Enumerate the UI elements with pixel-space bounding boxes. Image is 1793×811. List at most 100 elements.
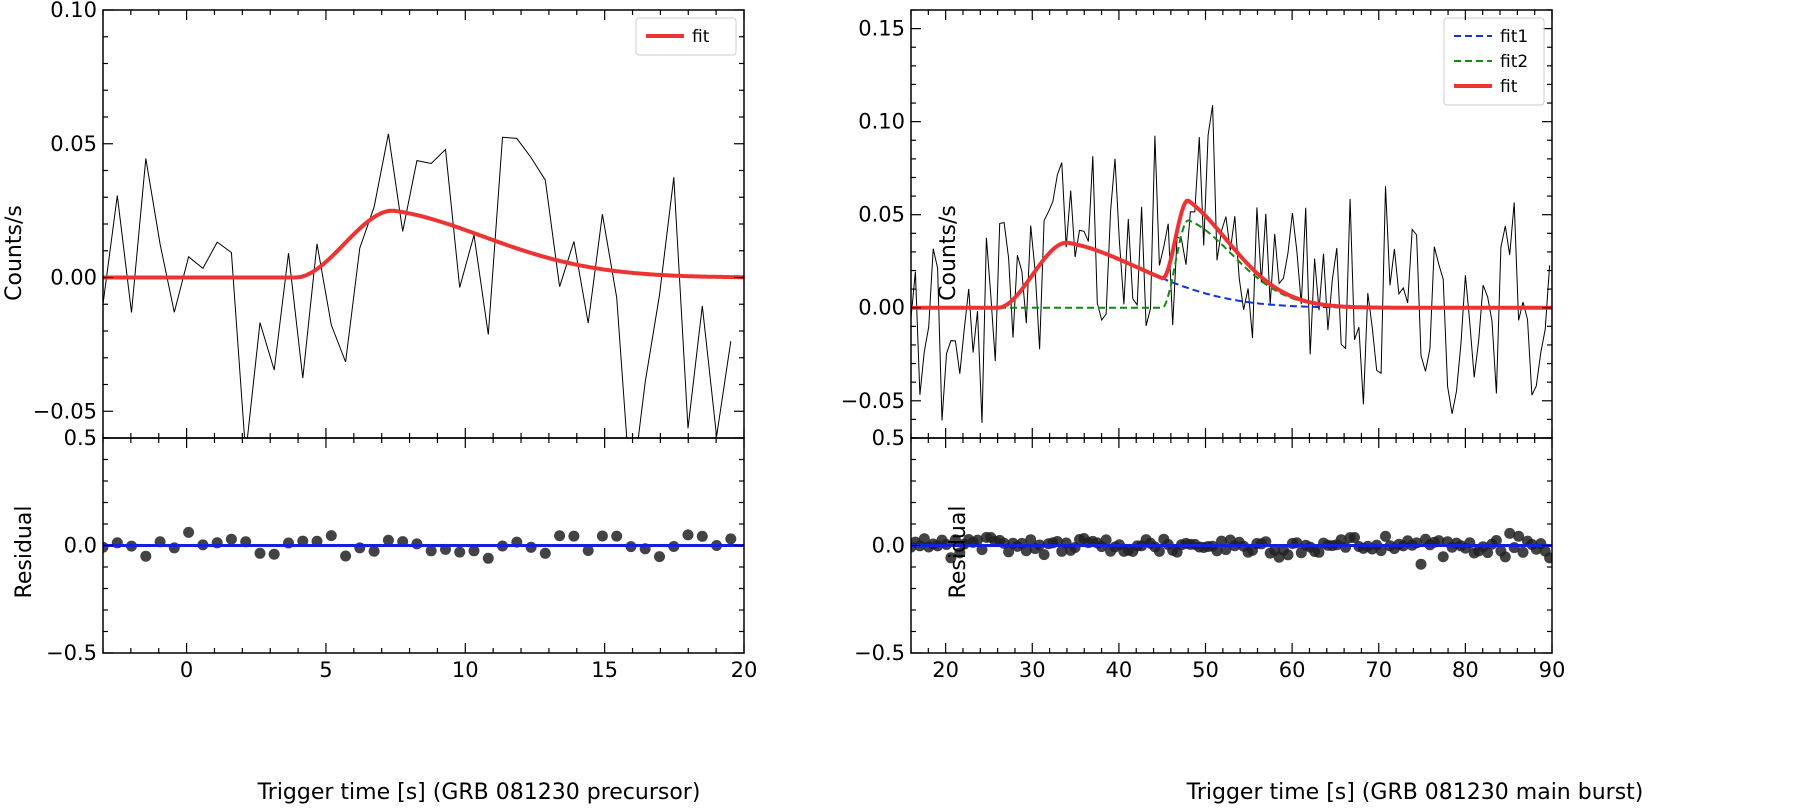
residual-point: [918, 533, 930, 545]
residual-y-tick-label: 0.5: [64, 426, 97, 450]
residual-point: [525, 541, 537, 553]
x-tick-label: 10: [452, 658, 479, 682]
x-tick-label: 15: [591, 658, 618, 682]
main-frame: [102, 9, 745, 439]
x-tick-label: 30: [1019, 658, 1046, 682]
residual-point: [1282, 549, 1294, 561]
y-tick-label: −0.05: [33, 399, 97, 423]
residual-point: [949, 534, 961, 546]
fit-curve: [911, 198, 1552, 310]
residual-point: [1375, 545, 1387, 557]
residual-point: [1313, 546, 1325, 558]
precursor-residual-panel: 0 5 10 15 20 −0.5 0.0 0.5: [46, 10, 757, 682]
residual-point: [340, 550, 352, 562]
legend-box: [635, 17, 737, 56]
precursor-xlabel: Trigger time [s] (GRB 081230 precursor): [257, 780, 701, 805]
fit2-curve: [911, 219, 1552, 309]
residual-point: [1340, 541, 1352, 553]
main-burst-ylabel: Counts/s: [936, 205, 961, 301]
residual-point: [554, 530, 566, 542]
residual-point: [1216, 535, 1227, 547]
residual-point: [1038, 549, 1050, 561]
x-tick-label: 90: [1539, 658, 1566, 682]
residual-point: [596, 530, 608, 542]
residual-point: [1153, 545, 1165, 557]
residual-point: [696, 530, 708, 542]
fit1-curve: [911, 241, 1552, 309]
residual-point: [725, 533, 737, 545]
residual-point: [1003, 546, 1015, 558]
residual-point: [1517, 546, 1529, 558]
x-tick-label: 70: [1365, 658, 1392, 682]
residual-point: [1025, 534, 1037, 546]
residual-y-tick-label: −0.5: [46, 641, 97, 665]
residual-point: [268, 548, 280, 560]
legend-label-fit1: fit1: [1500, 27, 1528, 47]
residual-point: [411, 538, 423, 550]
residual-point: [582, 545, 594, 556]
x-tick-label: 40: [1106, 658, 1133, 682]
x-tick-label: 5: [319, 658, 332, 682]
residual-point: [954, 547, 966, 559]
residual-point: [1020, 545, 1032, 557]
y-tick-label: 0.00: [50, 266, 97, 290]
y-tick-label: 0.15: [858, 17, 905, 41]
residual-point: [1349, 532, 1360, 543]
residual-point: [1433, 535, 1445, 547]
residual-point: [945, 552, 957, 564]
residual-point: [1513, 530, 1525, 542]
x-tick-label: 20: [731, 658, 758, 682]
residual-point: [539, 547, 551, 559]
residual-point: [183, 526, 195, 538]
residual-point: [140, 550, 152, 562]
residual-point: [1415, 558, 1427, 570]
residual-point: [682, 529, 694, 541]
residual-point: [1380, 530, 1391, 542]
data-series-line: [103, 133, 732, 438]
y-tick-label: 0.05: [50, 132, 97, 156]
residual-points: [911, 527, 1552, 570]
y-tick-label: 0.10: [858, 110, 905, 134]
residual-point: [382, 534, 394, 546]
y-tick-label: −0.05: [841, 389, 905, 413]
residual-point: [454, 546, 466, 558]
precursor-ylabel: Counts/s: [2, 205, 27, 301]
residual-y-tick-label: 0.0: [872, 534, 905, 558]
legend-label-fit: fit: [692, 27, 710, 47]
residual-point: [1100, 534, 1112, 546]
fit-curve: [103, 208, 744, 280]
residual-y-tick-label: −0.5: [854, 641, 905, 665]
residual-point: [368, 545, 380, 557]
residual-point: [1544, 552, 1552, 564]
residual-point: [1499, 551, 1511, 563]
x-tick-label: 0: [180, 658, 193, 682]
precursor-lightcurve-panel: −0.05 0.00 0.05 0.10 fit: [33, 0, 745, 439]
residual-point: [325, 530, 337, 542]
residual-point: [654, 551, 665, 563]
residual-y-tick-label: 0.5: [872, 426, 905, 450]
x-tick-label: 50: [1192, 658, 1219, 682]
data-series-line: [911, 105, 1551, 423]
y-tick-label: 0.10: [50, 0, 97, 22]
x-tick-label: 80: [1452, 658, 1479, 682]
precursor-residual-ylabel: Residual: [12, 506, 37, 599]
residual-point: [482, 552, 494, 564]
residual-point: [1437, 551, 1449, 563]
x-tick-label: 60: [1279, 658, 1306, 682]
residual-point: [425, 545, 437, 557]
y-tick-label: 0.05: [858, 203, 905, 227]
residual-point: [568, 530, 580, 542]
main-burst-residual-ylabel: Residual: [946, 506, 971, 599]
residual-point: [297, 535, 309, 547]
legend-box: [1443, 17, 1545, 106]
residual-point: [1504, 527, 1516, 539]
residual-point: [1482, 547, 1494, 559]
residual-point: [1211, 545, 1223, 557]
residual-point: [225, 533, 237, 545]
main-burst-residual-panel: 20 30 40 50 60 70 80 90 −0.5 0.0 0.5: [854, 10, 1565, 682]
legend-label-fit2: fit2: [1500, 52, 1528, 72]
legend-label-fit: fit: [1500, 77, 1518, 97]
residual-y-tick-label: 0.0: [64, 534, 97, 558]
main-burst-xlabel: Trigger time [s] (GRB 081230 main burst): [1186, 780, 1644, 805]
